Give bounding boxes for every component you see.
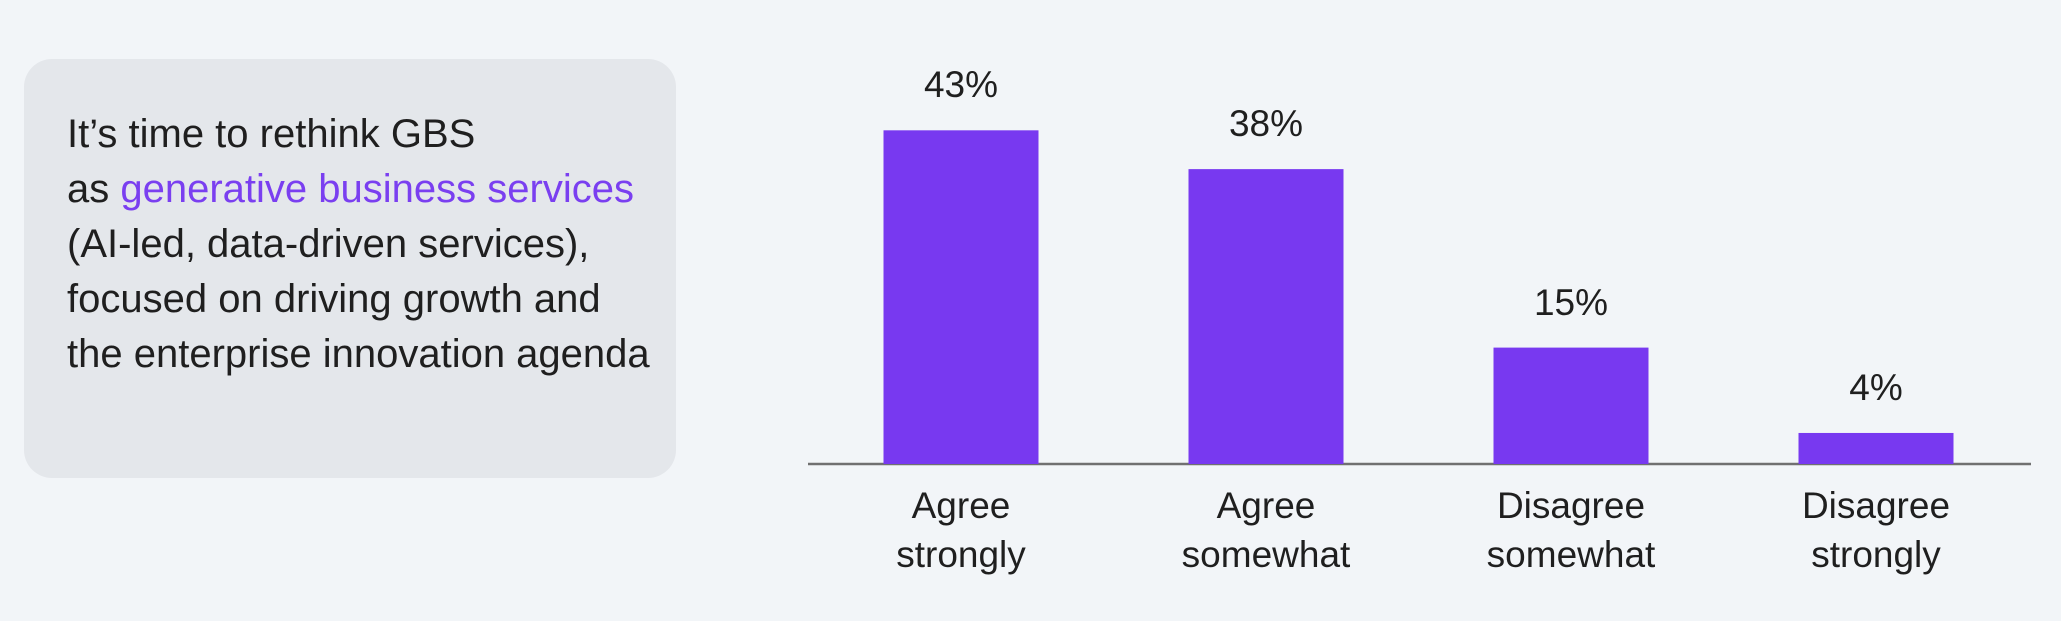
bar bbox=[1188, 169, 1344, 464]
callout-text-part: (AI-led, data-driven services), focused … bbox=[67, 222, 650, 376]
x-tick-label: Agree somewhat bbox=[1181, 485, 1351, 575]
callout-panel: It’s time to rethink GBS as generative bu… bbox=[24, 59, 676, 478]
callout-text: It’s time to rethink GBS as generative bu… bbox=[67, 107, 667, 382]
bar bbox=[1798, 432, 1954, 464]
value-label: 15% bbox=[1533, 281, 1609, 323]
x-tick-label: Disagree somewhat bbox=[1486, 485, 1656, 575]
value-label: 38% bbox=[1228, 103, 1304, 145]
x-tick-label: Disagree strongly bbox=[1801, 485, 1951, 575]
callout-line: It’s time to rethink GBS bbox=[67, 112, 476, 156]
callout-highlight: generative business services bbox=[120, 167, 634, 211]
bar bbox=[1493, 347, 1649, 464]
value-label: 4% bbox=[1849, 366, 1903, 408]
x-tick-label: Agree strongly bbox=[896, 485, 1026, 575]
value-label: 43% bbox=[923, 64, 999, 106]
bar bbox=[883, 130, 1039, 464]
callout-text-part: as bbox=[67, 167, 121, 211]
